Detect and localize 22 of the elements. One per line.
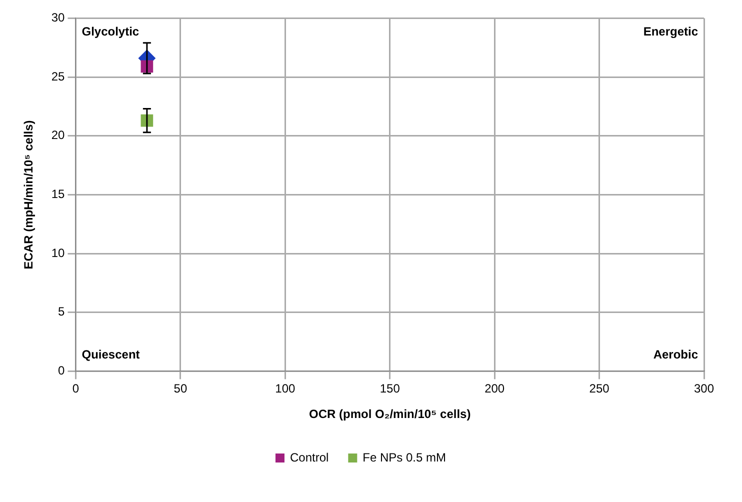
y-tick-label: 10 [51,246,66,260]
x-tick-label: 100 [275,382,296,396]
y-tick-label: 0 [58,364,66,378]
annotation: Aerobic [653,348,698,362]
legend-label: Control [290,450,329,464]
annotation: Energetic [643,24,698,39]
x-tick-label: 300 [694,382,714,396]
x-tick-label: 250 [589,382,610,396]
y-tick-label: 15 [51,187,66,202]
annotation: Glycolytic [82,24,140,39]
annotation: Quiescent [82,348,140,362]
y-tick-label: 25 [51,69,66,84]
y-tick-label: 20 [51,128,66,142]
y-axis-title: ECAR (mpH/min/10⁵ cells) [22,120,36,270]
y-tick-label: 30 [51,10,66,25]
legend-label: Fe NPs 0.5 mM [362,450,446,464]
x-tick-label: 0 [72,382,80,396]
x-tick-label: 150 [380,382,400,396]
x-tick-label: 200 [484,382,505,396]
x-tick-label: 50 [174,382,188,396]
x-axis-title: OCR (pmol O₂/min/10⁵ cells) [309,407,471,422]
y-tick-label: 5 [58,304,66,319]
